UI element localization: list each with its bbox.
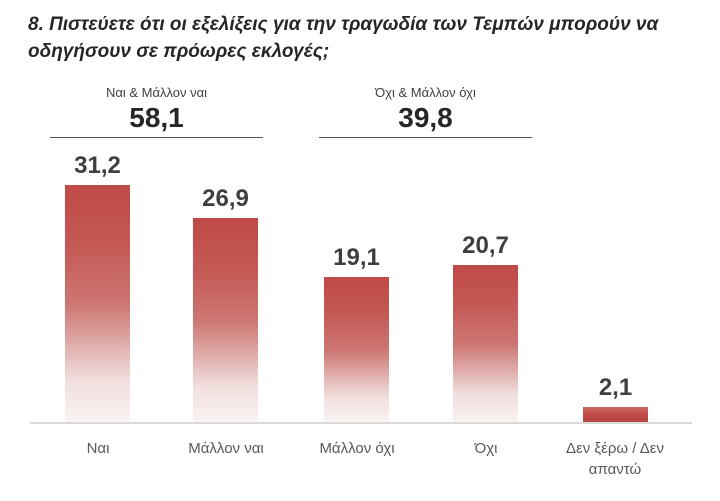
group-total-no: Όχι & Μάλλον όχι 39,8 (319, 84, 532, 138)
group-total-no-value: 39,8 (398, 102, 453, 133)
x-axis-line (30, 422, 692, 424)
bar-column-den-xero: 2,1 (583, 374, 648, 423)
group-total-yes-value: 58,1 (129, 102, 184, 133)
bar-den-xero-value: 2,1 (598, 374, 633, 401)
bar-mallon-nai-value: 26,9 (202, 185, 249, 212)
bar-ochi: 20,7 (453, 232, 518, 423)
bar-mallon-ochi: 19,1 (324, 244, 389, 423)
category-label-den-xero: Δεν ξέρω / Δεν απαντώ (566, 440, 664, 478)
bar-ochi-value: 20,7 (462, 232, 509, 259)
group-total-yes-label: Ναι & Μάλλον ναι (105, 85, 208, 100)
bar-column-mallon-nai: 26,9 (193, 185, 258, 423)
bar-column-ochi: 20,7 (453, 232, 518, 423)
bar-column-nai: 31,2 (65, 152, 130, 423)
bar-mallon-ochi-value: 19,1 (333, 244, 380, 271)
category-label-mallon-ochi: Μάλλον όχι (319, 440, 395, 457)
group-total-no-underline (319, 137, 532, 138)
category-label-ochi: Όχι (474, 440, 498, 457)
category-label-mallon-nai: Μάλλον ναι (188, 440, 264, 457)
group-total-yes: Ναι & Μάλλον ναι 58,1 (50, 84, 263, 138)
chart-title: 8. Πιστεύετε ότι οι εξελίξεις για την τρ… (28, 14, 659, 62)
bar-mallon-nai: 26,9 (193, 185, 258, 423)
group-total-yes-underline (50, 137, 263, 138)
bar-nai: 31,2 (65, 152, 130, 423)
bar-column-mallon-ochi: 19,1 (324, 244, 389, 423)
bar-nai-value: 31,2 (74, 152, 121, 179)
category-label-nai: Ναι (86, 440, 110, 457)
group-total-no-label: Όχι & Μάλλον όχι (375, 85, 476, 100)
bar-den-xero: 2,1 (583, 374, 648, 423)
